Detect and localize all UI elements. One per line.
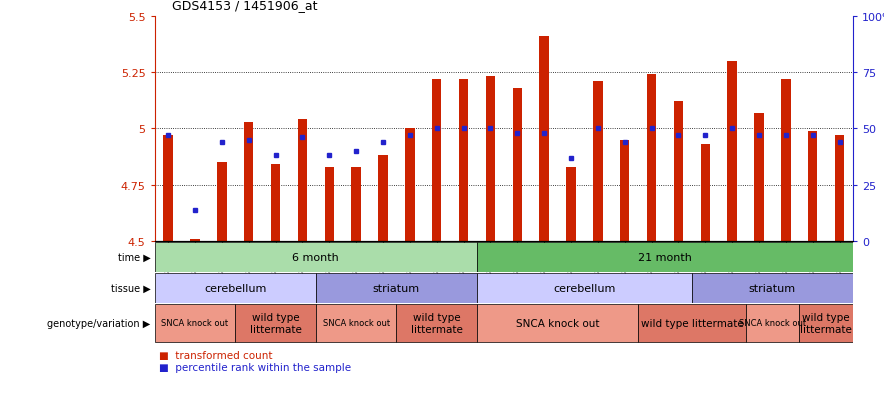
Bar	[316, 273, 477, 303]
Bar	[834, 136, 844, 242]
Bar	[378, 156, 388, 242]
Text: SNCA knock out: SNCA knock out	[162, 319, 229, 328]
Text: tissue ▶: tissue ▶	[110, 283, 150, 293]
Text: striatum: striatum	[373, 283, 420, 293]
Bar	[620, 140, 629, 242]
Text: GDS4153 / 1451906_at: GDS4153 / 1451906_at	[172, 0, 318, 12]
Bar	[271, 165, 280, 242]
Bar	[781, 80, 790, 242]
Text: SNCA knock out: SNCA knock out	[323, 319, 390, 328]
Bar	[396, 304, 477, 342]
Text: ■  transformed count: ■ transformed count	[159, 350, 272, 360]
Text: time ▶: time ▶	[118, 252, 150, 262]
Bar	[477, 242, 853, 272]
Bar	[190, 240, 200, 242]
Text: genotype/variation ▶: genotype/variation ▶	[47, 318, 150, 328]
Bar	[244, 122, 254, 242]
Bar	[593, 82, 603, 242]
Bar	[513, 88, 522, 242]
Bar	[155, 304, 235, 342]
Bar	[745, 304, 799, 342]
Bar	[567, 167, 575, 242]
Text: wild type
littermate: wild type littermate	[249, 312, 301, 334]
Text: wild type
littermate: wild type littermate	[800, 312, 852, 334]
Bar	[638, 304, 745, 342]
Bar	[692, 273, 853, 303]
Bar	[432, 80, 441, 242]
Bar	[647, 75, 656, 242]
Bar	[217, 163, 226, 242]
Text: 6 month: 6 month	[293, 252, 339, 262]
Bar	[155, 273, 316, 303]
Bar	[164, 136, 173, 242]
Text: SNCA knock out: SNCA knock out	[739, 319, 806, 328]
Text: SNCA knock out: SNCA knock out	[516, 318, 599, 328]
Text: striatum: striatum	[749, 283, 796, 293]
Text: 21 month: 21 month	[638, 252, 692, 262]
Bar	[701, 145, 710, 242]
Bar	[298, 120, 307, 242]
Bar	[316, 304, 396, 342]
Bar	[754, 113, 764, 242]
Text: cerebellum: cerebellum	[553, 283, 615, 293]
Bar	[324, 167, 334, 242]
Bar	[235, 304, 316, 342]
Bar	[808, 131, 818, 242]
Bar	[485, 77, 495, 242]
Bar	[477, 273, 692, 303]
Bar	[405, 129, 415, 242]
Text: ■  percentile rank within the sample: ■ percentile rank within the sample	[159, 363, 351, 373]
Text: wild type
littermate: wild type littermate	[411, 312, 462, 334]
Bar	[352, 167, 361, 242]
Bar	[799, 304, 853, 342]
Bar	[477, 304, 638, 342]
Bar	[728, 62, 737, 242]
Text: wild type littermate: wild type littermate	[641, 318, 743, 328]
Bar	[459, 80, 469, 242]
Bar	[674, 102, 683, 242]
Bar	[155, 242, 477, 272]
Text: cerebellum: cerebellum	[204, 283, 266, 293]
Bar	[539, 37, 549, 242]
